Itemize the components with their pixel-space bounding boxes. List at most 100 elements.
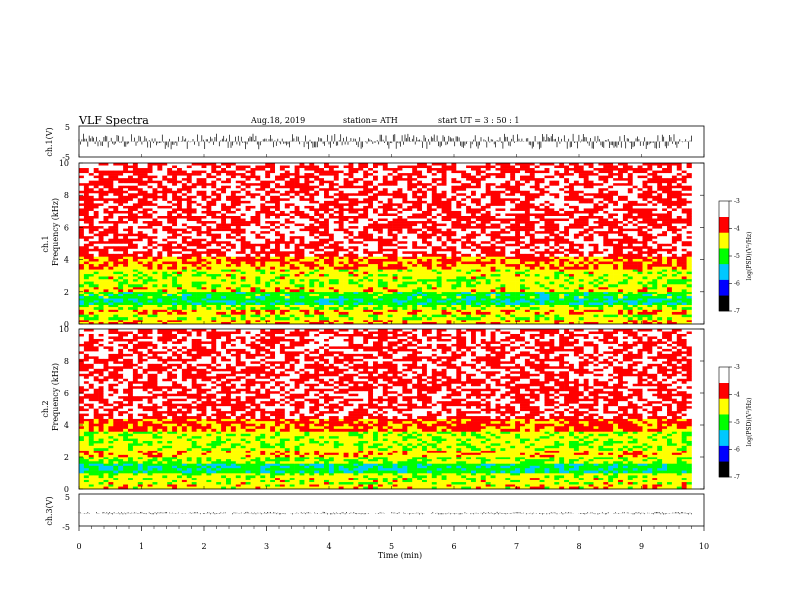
spectrogram-cell — [279, 311, 286, 315]
spectrogram-cell — [637, 170, 643, 174]
spectrogram-cell — [412, 278, 418, 282]
spectrogram-cell — [373, 185, 379, 189]
spectrogram-cell — [230, 168, 237, 171]
spectrogram-cell — [544, 261, 550, 265]
spectrogram-cell — [422, 258, 428, 262]
spectrogram-cell — [544, 309, 550, 313]
spectrogram-cell — [152, 168, 158, 171]
spectrogram-cell — [226, 286, 232, 290]
spectrogram-cell — [343, 296, 349, 299]
spectrogram-cell — [686, 281, 692, 285]
spectrogram-cell — [676, 302, 682, 305]
spectrogram-cell — [299, 271, 305, 275]
spectrogram-cell — [137, 286, 143, 290]
spectrogram-cell — [662, 319, 668, 323]
spectrogram-cell — [368, 163, 374, 166]
spectrogram-cell — [569, 281, 575, 285]
spectrogram-cell — [196, 168, 202, 171]
spectrogram-cell — [583, 185, 589, 189]
spectrogram-cell — [358, 309, 364, 313]
spectrogram-cell — [172, 314, 178, 318]
spectrogram-cell — [583, 170, 589, 174]
spectrogram-cell — [627, 183, 633, 187]
spectrogram-cell — [353, 168, 359, 171]
spectrogram-cell — [245, 317, 251, 321]
spectrogram-cell — [564, 170, 570, 174]
spectrogram-cell — [348, 188, 354, 192]
spectrogram-cell — [152, 264, 158, 267]
spectrogram-cell — [265, 311, 271, 315]
spectrogram-cell — [392, 264, 398, 267]
spectrogram-cell — [613, 289, 619, 293]
spectrogram-cell — [412, 304, 418, 308]
spectrogram-cell — [593, 304, 599, 308]
spectrogram-cell — [534, 264, 540, 267]
spectrogram-cell — [368, 281, 374, 285]
spectrogram-cell — [583, 311, 589, 315]
spectrogram-cell — [446, 170, 452, 174]
spectrogram-cell — [260, 298, 266, 301]
spectrogram-cell — [564, 317, 570, 321]
spectrogram-cell — [314, 185, 320, 189]
spectrogram-cell — [676, 286, 682, 290]
spectrogram-cell — [353, 185, 359, 189]
spectrogram-cell — [162, 319, 168, 323]
spectrogram-cell — [79, 180, 85, 184]
spectrogram-cell — [152, 258, 158, 262]
spectrogram-cell — [598, 317, 604, 321]
spectrogram-cell — [618, 264, 624, 267]
spectrogram-cell — [255, 302, 261, 305]
spectrogram-cell — [177, 165, 183, 169]
spectrogram-cell — [569, 256, 575, 260]
spectrogram-cell — [608, 170, 614, 174]
spectrogram-cell — [593, 165, 599, 169]
spectrogram-cell — [294, 168, 300, 171]
spectrogram-cell — [250, 309, 256, 313]
spectrogram-cell — [510, 311, 516, 315]
spectrogram-cell — [93, 178, 99, 181]
spectrogram-cell — [304, 284, 310, 288]
spectrogram-cell — [524, 317, 531, 321]
spectrogram-cell — [260, 317, 266, 321]
ch1-spectrogram-image — [79, 163, 692, 325]
spectrogram-cell — [461, 286, 467, 290]
spectrogram-cell — [554, 278, 560, 282]
spectrogram-cell — [226, 261, 232, 265]
spectrogram-cell — [397, 300, 403, 303]
spectrogram-cell — [397, 309, 403, 313]
spectrogram-cell — [172, 175, 178, 179]
spectrogram-cell — [186, 163, 192, 166]
spectrogram-cell — [113, 309, 119, 313]
spectrogram-cell — [103, 163, 109, 166]
spectrogram-cell — [657, 281, 663, 285]
spectrogram-cell — [466, 185, 472, 189]
spectrogram-cell — [578, 311, 584, 315]
spectrogram-cell — [358, 289, 364, 293]
spectrogram-cell — [358, 180, 364, 184]
spectrogram-cell — [681, 170, 687, 174]
spectrogram-cell — [490, 185, 496, 189]
spectrogram-cell — [387, 314, 393, 318]
spectrogram-cell — [162, 175, 168, 179]
spectrogram-cell — [593, 296, 599, 299]
spectrogram-cell — [324, 289, 330, 293]
spectrogram-cell — [471, 321, 477, 325]
spectrogram-cell — [603, 289, 609, 293]
spectrogram-cell — [662, 165, 668, 169]
spectrogram-cell — [598, 261, 604, 265]
spectrogram-cell — [142, 274, 148, 277]
spectrogram-cell — [578, 304, 584, 308]
spectrogram-cell — [480, 281, 486, 285]
spectrogram-cell — [294, 264, 300, 267]
spectrogram-cell — [451, 178, 457, 181]
spectrogram-cell — [534, 173, 540, 176]
spectrogram-cell — [471, 256, 477, 260]
spectrogram-cell — [368, 286, 374, 290]
spectrogram-cell — [216, 264, 222, 267]
spectrogram-cell — [554, 296, 560, 299]
spectrogram-cell — [475, 281, 482, 285]
spectrogram-cell — [353, 298, 359, 301]
spectrogram-cell — [466, 266, 472, 270]
spectrogram-cell — [338, 175, 344, 179]
spectrogram-cell — [613, 190, 619, 194]
